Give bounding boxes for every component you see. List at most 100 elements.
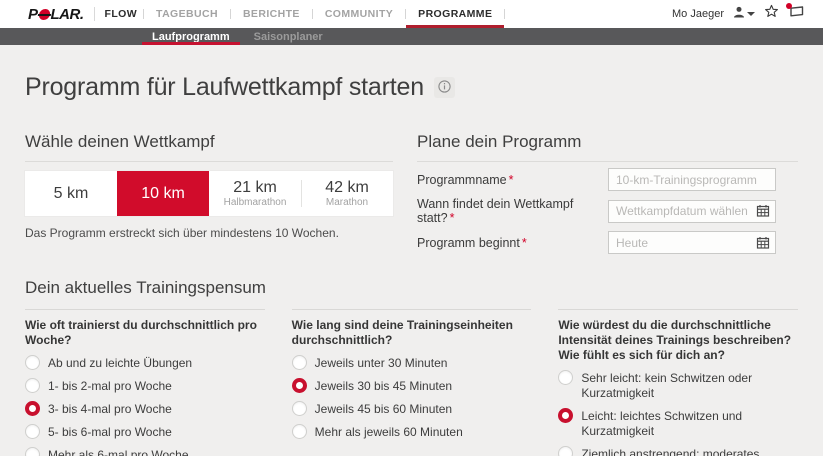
- program-name-input[interactable]: [609, 169, 775, 190]
- app-name-flow[interactable]: FLOW: [104, 8, 138, 20]
- info-icon: [438, 79, 451, 96]
- radio-option-selected[interactable]: 3- bis 4-mal pro Woche: [25, 401, 265, 417]
- race-option-label: 5 km: [53, 184, 89, 202]
- race-option-sublabel: Halbmarathon: [223, 197, 287, 208]
- race-option-sublabel: Marathon: [325, 197, 369, 208]
- user-menu-button[interactable]: [733, 5, 755, 23]
- program-start-label: Programm beginnt *: [417, 235, 527, 250]
- chevron-down-icon: [747, 12, 755, 16]
- radio-icon[interactable]: [25, 447, 40, 456]
- logo-o-icon: [37, 8, 51, 20]
- nav-tab-programme[interactable]: PROGRAMME: [406, 0, 505, 28]
- question-duration: Wie lang sind deine Trainingseinheiten d…: [291, 309, 532, 456]
- header-right: Mo Jaeger: [672, 3, 805, 24]
- radio-icon[interactable]: [291, 401, 307, 416]
- race-date-field-box: [608, 199, 776, 223]
- program-name-label: Programmname *: [417, 172, 514, 187]
- radio-option[interactable]: 5- bis 6-mal pro Woche: [25, 424, 265, 440]
- radio-icon[interactable]: [25, 378, 40, 393]
- plan-section: Plane dein Programm Programmname* Wann f…: [417, 132, 798, 260]
- question-frequency: Wie oft trainierst du durchschnittlich p…: [25, 309, 265, 456]
- program-name-field-box: [608, 168, 776, 191]
- radio-icon[interactable]: [558, 370, 574, 385]
- nav-tab-berichte[interactable]: BERICHTE: [242, 8, 300, 20]
- race-option-10km[interactable]: 10 km: [117, 171, 209, 216]
- nav-tab-community[interactable]: COMMUNITY: [324, 8, 394, 20]
- divider: [93, 7, 95, 21]
- race-section-heading: Wähle deinen Wettkampf: [25, 132, 393, 162]
- training-questions: Wie oft trainierst du durchschnittlich p…: [25, 309, 799, 456]
- radio-option[interactable]: Mehr als 6-mal pro Woche: [25, 447, 265, 456]
- race-date-label: Wann findet dein Wettkampf statt? *: [417, 197, 574, 225]
- polar-logo[interactable]: P LAR.: [28, 6, 84, 23]
- notifications-button[interactable]: [786, 3, 805, 23]
- subnav-tab-saisonplaner[interactable]: Saisonplaner: [253, 30, 323, 43]
- radio-option[interactable]: Ab und zu leichte Übungen: [25, 355, 265, 371]
- flag-icon: [788, 5, 805, 23]
- race-option-42km[interactable]: 42 km Marathon: [301, 171, 393, 216]
- question-intensity: Wie würdest du die durchschnittliche Int…: [558, 309, 799, 456]
- radio-option[interactable]: Jeweils 45 bis 60 Minuten: [291, 401, 532, 417]
- required-marker: *: [508, 172, 514, 187]
- radio-option[interactable]: Ziemlich anstrengend: moderates Schwitze…: [558, 446, 798, 456]
- top-header: P LAR. FLOW TAGEBUCH BERICHTE COMMUNITY P…: [0, 0, 823, 28]
- required-marker: *: [449, 211, 455, 225]
- race-date-input[interactable]: [609, 200, 756, 222]
- user-name: Mo Jaeger: [672, 8, 724, 20]
- radio-group-intensity: Sehr leicht: kein Schwitzen oder Kurzatm…: [558, 370, 798, 456]
- question-text: Wie oft trainierst du durchschnittlich p…: [25, 318, 257, 347]
- training-section: Dein aktuelles Trainingspensum Wie oft t…: [25, 278, 799, 456]
- subnav-tab-laufprogramm[interactable]: Laufprogramm: [140, 28, 242, 45]
- calendar-icon[interactable]: [756, 236, 770, 250]
- radio-option[interactable]: Mehr als jeweils 60 Minuten: [291, 424, 532, 440]
- sub-nav: Laufprogramm Saisonplaner: [0, 28, 823, 45]
- radio-group-frequency: Ab und zu leichte Übungen 1- bis 2-mal p…: [25, 355, 265, 456]
- form-row-program-start: Programm beginnt *: [417, 231, 798, 254]
- required-marker: *: [521, 235, 527, 250]
- divider: [311, 9, 313, 19]
- race-option-label: 21 km: [233, 179, 277, 196]
- radio-selected-icon[interactable]: [558, 408, 574, 423]
- person-icon: [733, 5, 745, 23]
- program-duration-note: Das Programm erstreckt sich über mindest…: [25, 226, 339, 240]
- form-row-race-date: Wann findet dein Wettkampf statt? *: [417, 197, 798, 225]
- radio-option[interactable]: 1- bis 2-mal pro Woche: [25, 378, 265, 394]
- notification-dot: [786, 3, 792, 9]
- race-distance-selector: 5 km 10 km 21 km Halbmarathon 42 km Mara…: [25, 171, 393, 216]
- radio-option-selected[interactable]: Jeweils 30 bis 45 Minuten: [291, 378, 532, 394]
- radio-icon[interactable]: [291, 355, 307, 370]
- radio-icon[interactable]: [558, 446, 574, 456]
- race-option-21km[interactable]: 21 km Halbmarathon: [209, 171, 301, 216]
- radio-option[interactable]: Sehr leicht: kein Schwitzen oder Kurzatm…: [558, 370, 798, 401]
- star-icon: [764, 4, 779, 24]
- logo-text-left: P: [28, 5, 38, 23]
- radio-icon[interactable]: [25, 355, 40, 370]
- radio-option-selected[interactable]: Leicht: leichtes Schwitzen und Kurzatmig…: [558, 408, 798, 439]
- program-start-input[interactable]: [609, 232, 756, 253]
- divider: [229, 9, 231, 19]
- race-section: Wähle deinen Wettkampf 5 km 10 km 21 km …: [25, 132, 393, 260]
- program-start-field-box: [608, 231, 776, 254]
- title-row: Programm für Laufwettkampf starten: [25, 73, 798, 102]
- race-option-5km[interactable]: 5 km: [25, 171, 117, 216]
- brand: P LAR. FLOW: [28, 6, 137, 23]
- calendar-icon[interactable]: [756, 204, 770, 218]
- favorites-button[interactable]: [764, 4, 779, 24]
- radio-selected-icon[interactable]: [25, 401, 40, 416]
- nav-tab-tagebuch[interactable]: TAGEBUCH: [156, 8, 218, 20]
- race-option-label: 42 km: [325, 179, 369, 196]
- divider: [504, 9, 506, 19]
- main-nav: TAGEBUCH BERICHTE COMMUNITY PROGRAMME: [143, 0, 506, 28]
- race-option-label: 10 km: [141, 184, 185, 202]
- plan-section-heading: Plane dein Programm: [417, 132, 798, 162]
- radio-selected-icon[interactable]: [291, 378, 307, 393]
- page-title: Programm für Laufwettkampf starten: [25, 73, 424, 101]
- info-button[interactable]: [433, 77, 455, 98]
- radio-icon[interactable]: [25, 424, 40, 439]
- radio-option[interactable]: Jeweils unter 30 Minuten: [291, 355, 532, 371]
- question-text: Wie lang sind deine Trainingseinheiten d…: [291, 318, 513, 347]
- radio-icon[interactable]: [291, 424, 307, 439]
- question-text: Wie würdest du die durchschnittliche Int…: [558, 318, 792, 362]
- logo-text-right: LAR.: [50, 5, 85, 23]
- plan-form: Programmname* Wann findet dein Wettkampf…: [417, 168, 798, 254]
